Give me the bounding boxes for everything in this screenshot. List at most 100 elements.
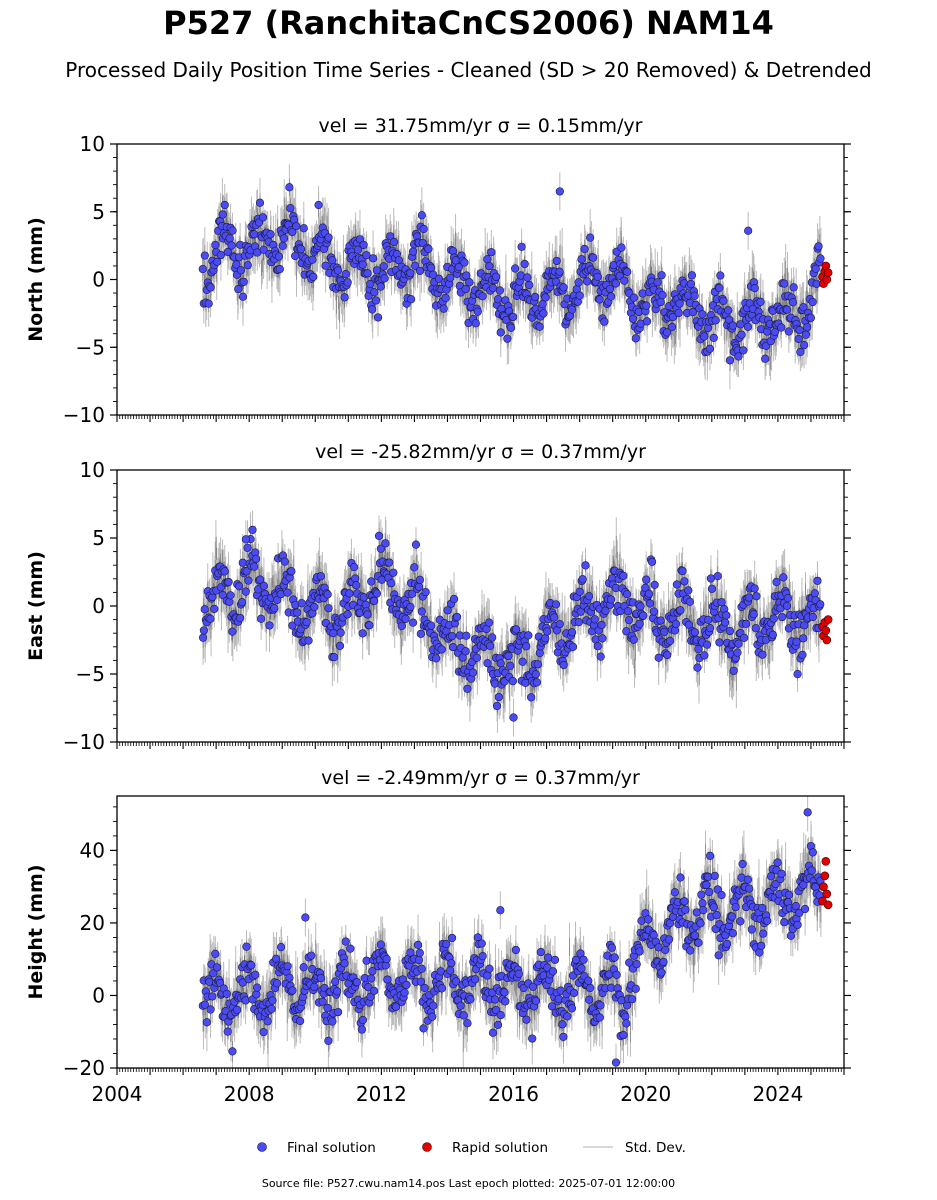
final-point — [341, 270, 350, 279]
final-point — [366, 279, 375, 289]
final-point — [623, 267, 632, 276]
final-point — [471, 319, 480, 328]
final-point-outlier — [744, 226, 753, 235]
final-point — [460, 258, 469, 267]
final-point — [716, 271, 725, 280]
final-point — [808, 297, 817, 307]
y-tick-label: 5 — [92, 200, 105, 224]
final-point — [698, 310, 707, 319]
final-point — [617, 243, 626, 252]
figure-title: P527 (RanchitaCnCS2006) NAM14 — [163, 4, 774, 42]
final-point — [225, 234, 234, 243]
final-point — [213, 257, 222, 266]
final-point — [634, 307, 643, 317]
final-point — [232, 260, 241, 269]
panel-north: vel = 31.75mm/yr σ = 0.15mm/yr North (mm)… — [25, 115, 851, 427]
final-point — [506, 323, 516, 332]
rapid-point — [823, 268, 833, 278]
final-point — [258, 213, 268, 222]
final-point — [530, 292, 540, 302]
final-point — [756, 297, 765, 306]
final-point — [368, 254, 378, 263]
panel-title-north: vel = 31.75mm/yr σ = 0.15mm/yr — [319, 115, 643, 137]
final-point — [657, 271, 666, 280]
final-point — [705, 344, 714, 353]
final-point — [465, 278, 474, 287]
final-point — [803, 323, 812, 332]
final-point — [784, 327, 793, 336]
final-point — [359, 240, 368, 250]
final-point — [491, 272, 501, 281]
final-point — [595, 295, 604, 304]
final-point — [211, 240, 220, 250]
final-point — [700, 332, 709, 341]
final-point — [656, 297, 665, 307]
figure-subtitle: Processed Daily Position Time Series - C… — [65, 58, 872, 82]
final-point — [796, 347, 805, 357]
final-point — [343, 278, 352, 287]
panel-title-east: vel = -25.82mm/yr σ = 0.37mm/yr — [315, 441, 646, 463]
final-point — [333, 266, 343, 275]
final-point — [600, 317, 609, 326]
final-point — [427, 263, 436, 272]
final-point — [789, 283, 798, 292]
final-point — [370, 288, 379, 297]
final-point — [642, 317, 652, 326]
final-points-north — [198, 183, 825, 365]
final-point — [380, 274, 389, 283]
final-point — [454, 263, 464, 272]
final-point — [358, 260, 367, 269]
rapid-points-north — [818, 261, 833, 288]
final-point — [668, 312, 678, 322]
final-point — [362, 251, 371, 260]
final-point — [761, 354, 770, 363]
final-point — [279, 234, 288, 243]
final-point — [794, 334, 803, 344]
final-point — [675, 299, 684, 308]
final-point — [473, 307, 482, 316]
final-point — [525, 280, 534, 290]
final-point — [278, 241, 287, 250]
final-point — [238, 292, 248, 301]
final-point — [559, 283, 568, 292]
final-point — [589, 253, 598, 262]
final-point — [577, 255, 586, 264]
final-point — [415, 266, 425, 276]
final-point — [220, 200, 229, 210]
final-point — [407, 295, 416, 304]
final-point — [801, 330, 811, 339]
figure: vel = 31.75mm/yr σ = 0.15mm/yr North (mm)… — [25, 115, 851, 1156]
final-point — [227, 241, 236, 250]
final-point — [541, 293, 550, 302]
final-point — [286, 204, 295, 213]
final-point — [299, 224, 308, 233]
final-point — [371, 296, 381, 305]
final-point — [296, 245, 306, 254]
final-point — [806, 313, 815, 322]
y-axis-label-north: North (mm) — [25, 217, 47, 342]
final-point — [538, 300, 547, 309]
final-point — [509, 312, 518, 322]
final-point — [658, 291, 667, 300]
final-point — [605, 284, 615, 294]
final-point — [291, 251, 300, 261]
final-point — [728, 321, 738, 330]
final-point — [552, 256, 561, 266]
final-point — [200, 251, 209, 260]
final-point — [686, 279, 695, 289]
panel-east: vel = -25.82mm/yr σ = 0.37mm/yr East (mm)… — [25, 441, 851, 754]
final-point — [243, 261, 252, 270]
final-point — [411, 261, 420, 270]
final-point — [389, 237, 399, 247]
final-point — [308, 255, 317, 264]
final-point — [198, 264, 207, 274]
final-point — [580, 244, 589, 254]
stddev-bars-north — [202, 164, 822, 390]
final-point — [418, 238, 427, 248]
final-point — [750, 284, 759, 293]
final-point — [285, 183, 294, 192]
final-point — [446, 273, 455, 282]
final-point — [586, 233, 595, 242]
final-point — [255, 198, 265, 207]
final-point — [736, 320, 745, 329]
